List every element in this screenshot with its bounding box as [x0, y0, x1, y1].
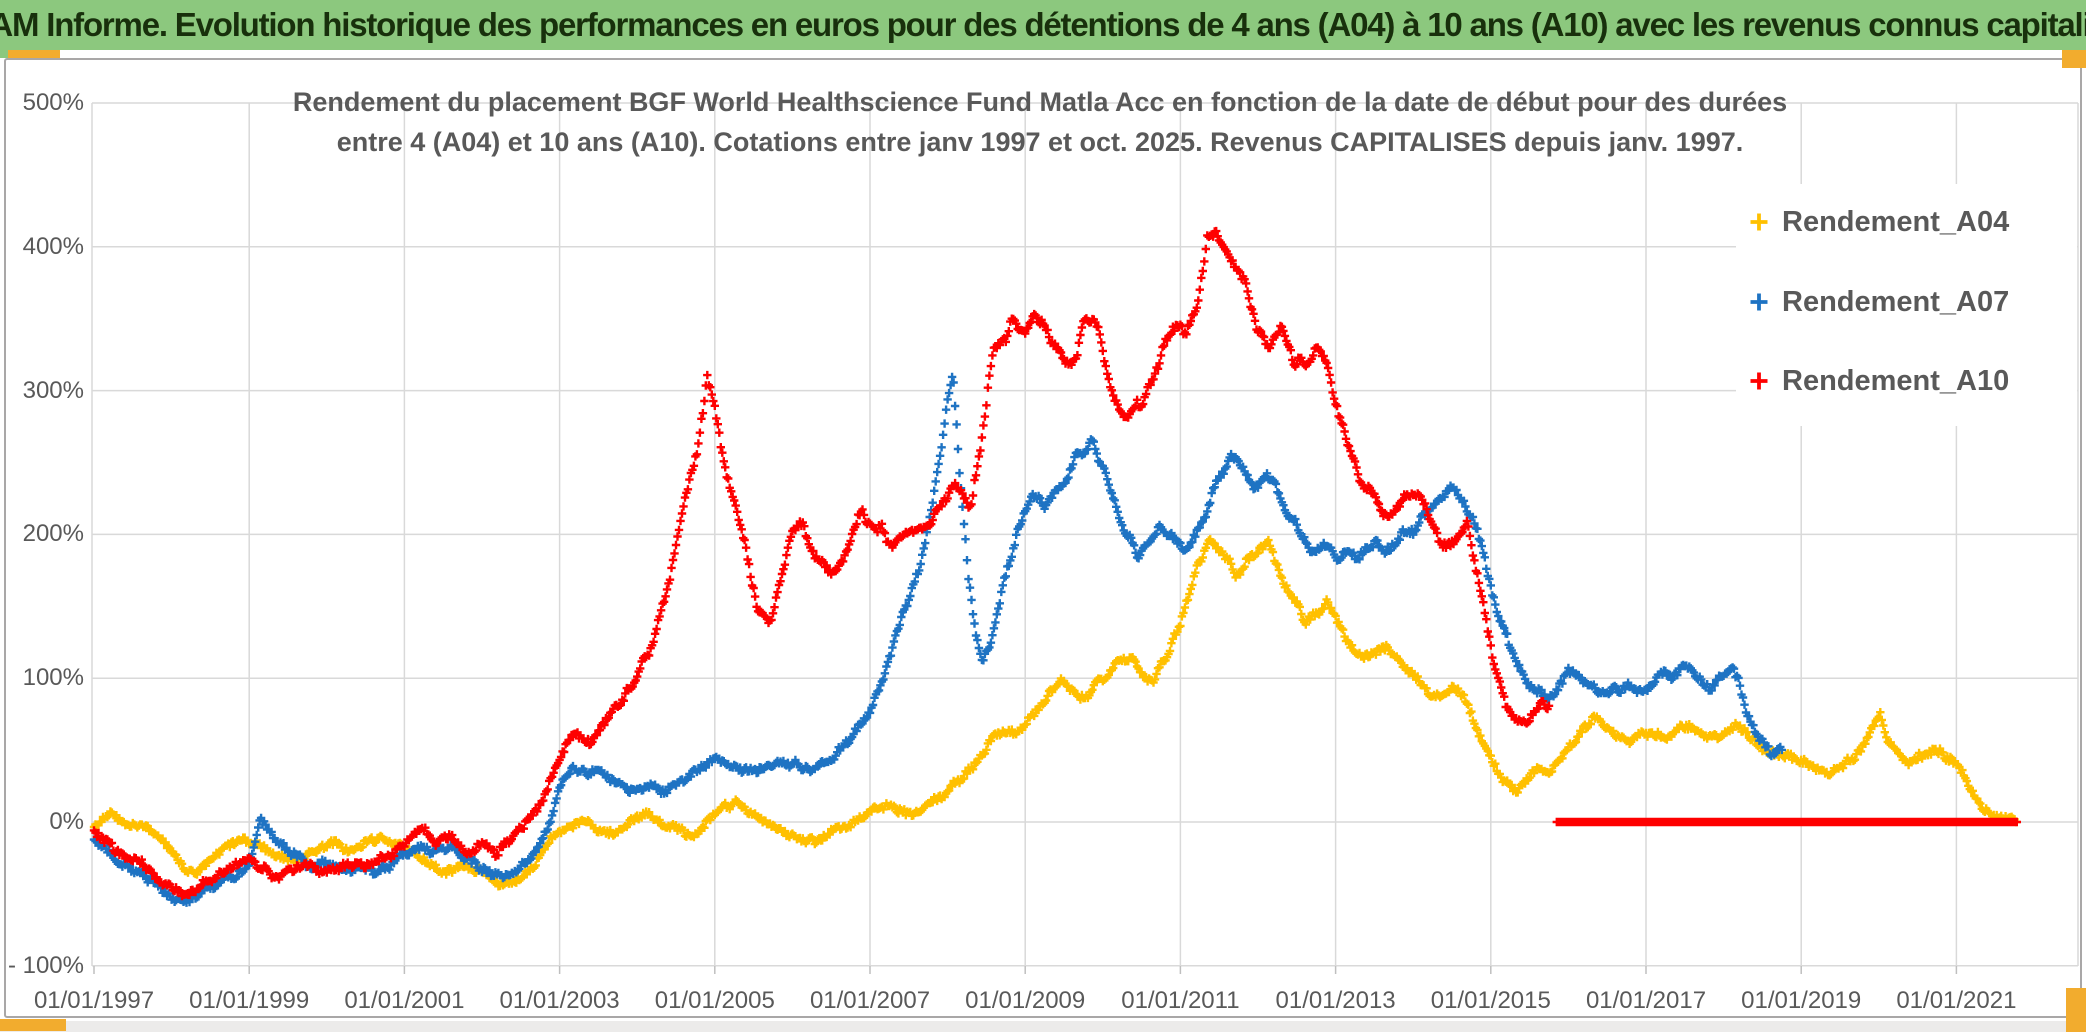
x-axis-tick-label: 01/01/2011: [1121, 987, 1240, 1014]
x-axis-tick-label: 01/01/2007: [809, 987, 931, 1014]
legend-label: Rendement_A10: [1782, 364, 2010, 397]
legend-item-rendement-a07: Rendement_A07: [1748, 285, 2016, 319]
legend-item-rendement-a04: Rendement_A04: [1748, 205, 2016, 239]
report-title: ADAM Informe. Evolution historique des p…: [0, 6, 2086, 43]
legend-item-rendement-a10: Rendement_A10: [1748, 364, 2016, 398]
y-axis-tick-label: 300%: [22, 376, 84, 404]
x-axis-tick-label: 01/01/2005: [654, 987, 775, 1014]
x-axis-tick-label: 01/01/2017: [1585, 987, 1707, 1014]
x-axis-tick-label: 01/01/1999: [189, 987, 310, 1014]
y-axis-tick-label: 0%: [49, 808, 84, 835]
chart-title: Rendement du placement BGF World Healths…: [200, 82, 1880, 162]
gold-accent-top-left: [8, 50, 60, 58]
gold-accent-bottom-right: [2066, 988, 2086, 1032]
plus-marker-icon: [1750, 372, 1768, 390]
y-axis-tick-label: 400%: [22, 232, 84, 260]
x-axis-tick-label: 01/01/2021: [1896, 987, 2017, 1014]
y-axis-tick-label: 200%: [22, 520, 84, 548]
x-axis-tick-label: 01/01/2019: [1741, 987, 1862, 1014]
gold-accent-top-right: [2062, 50, 2086, 68]
x-axis-tick-label: 01/01/2001: [344, 987, 465, 1014]
x-axis-tick-label: 01/01/1997: [33, 987, 155, 1014]
bottom-strip: [0, 1021, 2086, 1032]
green-accent-tab: [0, 50, 8, 58]
chart-frame: [4, 58, 2082, 1018]
report-title-bar: ADAM Informe. Evolution historique des p…: [0, 0, 2086, 50]
gold-accent-bottom-left: [0, 1019, 66, 1031]
plus-marker-icon: [1750, 293, 1768, 311]
chart-title-line-1: Rendement du placement BGF World Healths…: [292, 87, 1788, 117]
y-axis-tick-label: 100%: [22, 664, 84, 692]
plus-marker-icon: [1750, 213, 1768, 231]
x-axis-tick-label: 01/01/2003: [499, 987, 620, 1014]
y-axis-tick-label: 500%: [22, 89, 84, 116]
y-axis-tick-label: - 100%: [7, 951, 84, 979]
x-axis-tick-label: 01/01/2009: [965, 987, 1086, 1014]
chart-title-line-2: entre 4 (A04) et 10 ans (A10). Cotations…: [336, 127, 1744, 157]
legend-label: Rendement_A04: [1782, 205, 2010, 238]
legend-label: Rendement_A07: [1782, 285, 2010, 318]
x-axis-tick-label: 01/01/2013: [1275, 987, 1396, 1014]
x-axis-tick-label: 01/01/2015: [1430, 987, 1551, 1014]
